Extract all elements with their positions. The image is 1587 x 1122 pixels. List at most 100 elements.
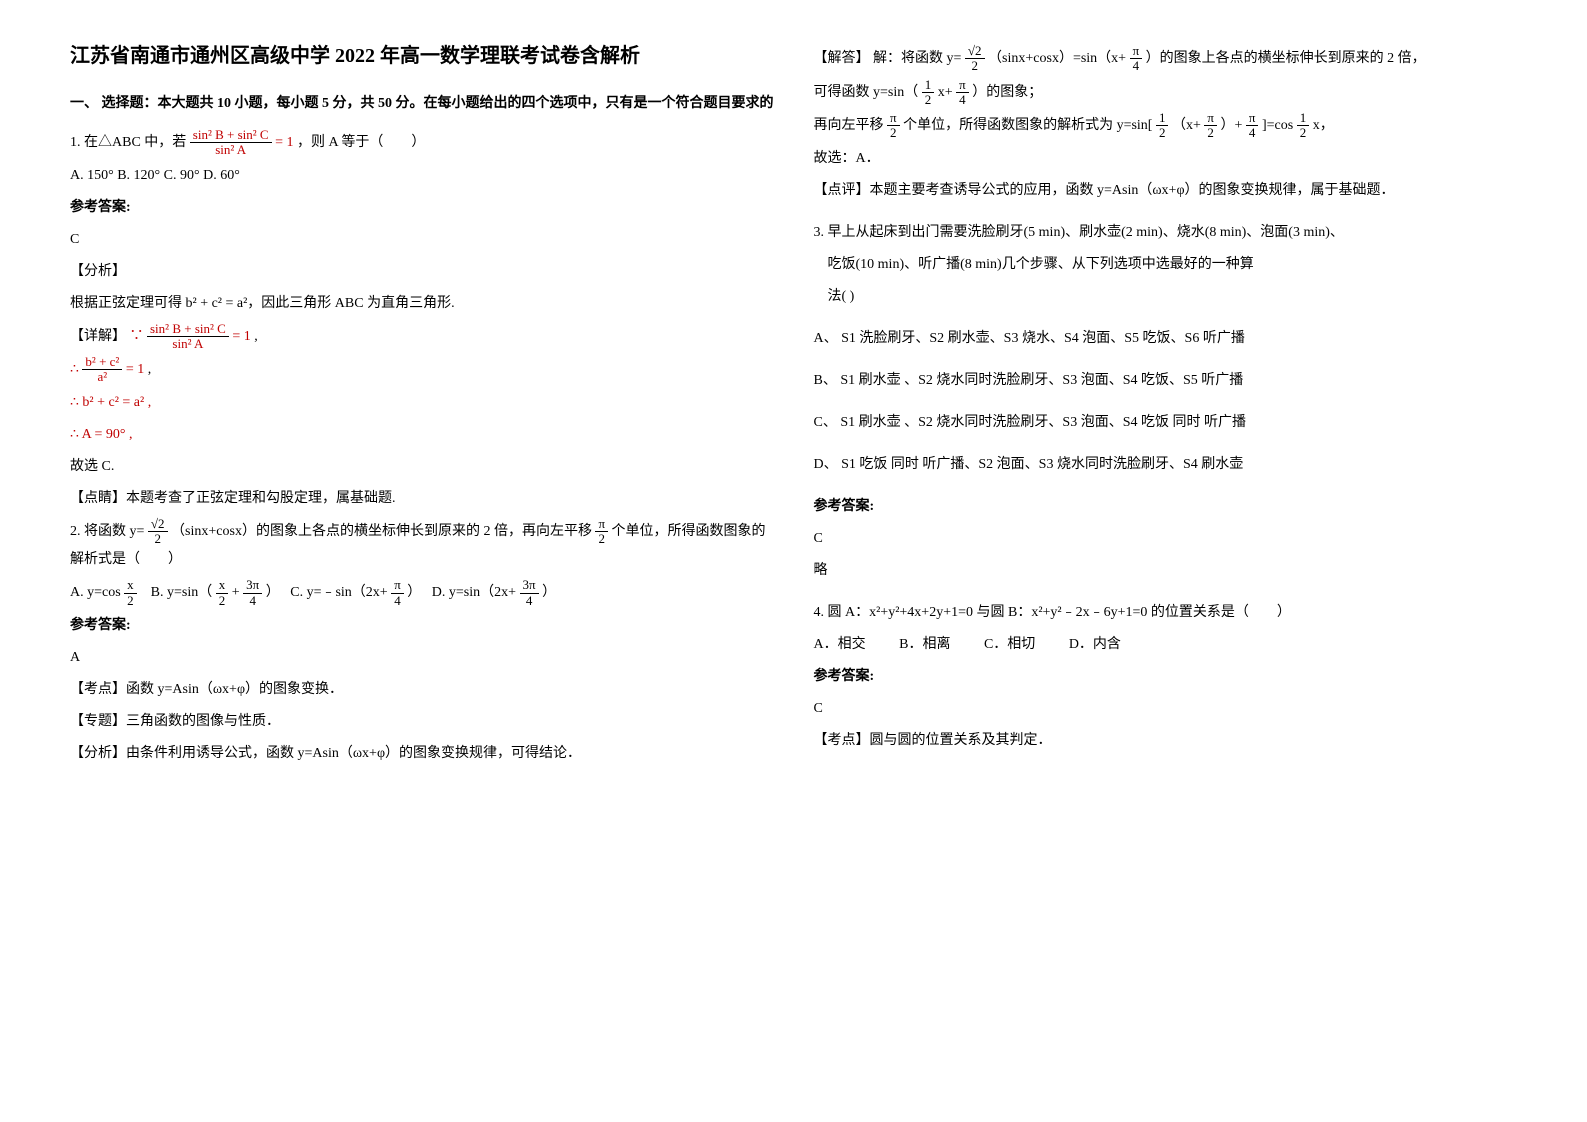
dp-label: 【点评】	[814, 183, 870, 198]
jd-line1: 【解答】 解：将函数 y= √22 （sinx+cosx）=sin（x+ π4 …	[814, 44, 1518, 74]
q2-answer-label: 参考答案:	[70, 612, 774, 640]
q4-a: A．相交	[814, 637, 866, 652]
q2-optD-frac: 3π 4	[520, 578, 539, 608]
q2-optB-d2: 4	[243, 594, 262, 608]
jd-f9n: 1	[1297, 111, 1310, 126]
q2-optC-frac: π 4	[391, 578, 404, 608]
jd-a: 解：将函数 y=	[873, 51, 961, 66]
q1-comment: 【点睛】本题考查了正弦定理和勾股定理，属基础题.	[70, 485, 774, 513]
jd-f4n: π	[956, 78, 969, 93]
q2-f1-num: √2	[148, 517, 168, 532]
section-1-head: 一、 选择题：本大题共 10 小题，每小题 5 分，共 50 分。在每小题给出的…	[70, 90, 774, 118]
q2-options: A. y=cos x 2 B. y=sin（ x 2 + 3π 4 ） C. y…	[70, 578, 774, 608]
q1-formula: sin² B + sin² C sin² A	[190, 128, 272, 158]
q3-omit: 略	[814, 557, 1518, 585]
q1-detail-label: 【详解】	[70, 329, 126, 344]
jd-f4d: 4	[956, 93, 969, 107]
q1-answer: C	[70, 226, 774, 254]
q2-optA-frac: x 2	[124, 578, 137, 608]
q4-kp: 【考点】圆与圆的位置关系及其判定．	[814, 727, 1518, 755]
q1-detail: 【详解】 ∵ sin² B + sin² C sin² A = 1 ,	[70, 322, 774, 352]
jd-e: x+	[938, 85, 953, 100]
q2-zt-label: 【专题】	[70, 714, 126, 729]
q4-c: C．相切	[984, 637, 1035, 652]
q1-detail-f1-num: sin² B + sin² C	[147, 322, 229, 337]
right-column: 【解答】 解：将函数 y= √22 （sinx+cosx）=sin（x+ π4 …	[794, 40, 1538, 1082]
jd-f9: 12	[1297, 111, 1310, 141]
q1-analysis-label: 【分析】	[70, 258, 774, 286]
jd-f1n: √2	[965, 44, 985, 59]
q2-fx-label: 【分析】	[70, 746, 126, 761]
q3-ans-label: 参考答案:	[814, 493, 1518, 521]
q2-optC-num: π	[391, 578, 404, 593]
jd-j: ）+	[1220, 118, 1242, 133]
q3-l1: 3. 早上从起床到出门需要洗脸刷牙(5 min)、刷水壶(2 min)、烧水(8…	[814, 219, 1518, 247]
jd-f3: 12	[922, 78, 935, 108]
q1-line2-rhs: = 1	[126, 362, 144, 377]
q1-stem-suffix: ，则 A 等于（ ）	[297, 135, 425, 150]
q2-optB-d1: 2	[216, 594, 229, 608]
q2-optB-a: B. y=sin（	[151, 585, 213, 600]
q2-stem: 2. 将函数 y= √2 2 （sinx+cosx）的图象上各点的横坐标伸长到原…	[70, 517, 774, 575]
jd-f6d: 2	[1156, 126, 1169, 140]
q1-line2-num: b² + c²	[82, 355, 122, 370]
q2-b: （sinx+cosx）的图象上各点的横坐标伸长到原来的 2 倍，再向左平移	[171, 524, 592, 539]
q2-answer: A	[70, 644, 774, 672]
q1-detail-f1-eq: = 1	[232, 329, 250, 344]
jd-f3n: 1	[922, 78, 935, 93]
q3-b: B、 S1 刷水壶 、S2 烧水同时洗脸刷牙、S3 泡面、S4 吃饭、S5 听广…	[814, 367, 1518, 395]
q4-ans: C	[814, 695, 1518, 723]
q2-f1-den: 2	[148, 532, 168, 546]
jd-f7: π2	[1204, 111, 1217, 141]
jd-f1d: 2	[965, 59, 985, 73]
q1-formula-eq: = 1	[275, 135, 293, 150]
q2-optD-a: D. y=sin（2x+	[432, 585, 516, 600]
q2-optC-a: C. y=﹣sin（2x+	[290, 585, 387, 600]
q3-d: D、 S1 吃饭 同时 听广播、S2 泡面、S3 烧水同时洗脸刷牙、S4 刷水壶	[814, 451, 1518, 479]
q4-kp-label: 【考点】	[814, 733, 870, 748]
q1-comment-text: 本题考查了正弦定理和勾股定理，属基础题.	[126, 491, 396, 506]
jd-c: ）的图象上各点的横坐标伸长到原来的 2 倍，	[1146, 51, 1426, 66]
q2-zt: 【专题】三角函数的图像与性质．	[70, 708, 774, 736]
jd-l: x，	[1313, 118, 1334, 133]
jd-f3d: 2	[922, 93, 935, 107]
q1-analysis: 根据正弦定理可得 b² + c² = a²，因此三角形 ABC 为直角三角形.	[70, 290, 774, 318]
q2-optB-plus: +	[232, 585, 240, 600]
page-title: 江苏省南通市通州区高级中学 2022 年高一数学理联考试卷含解析	[70, 40, 774, 72]
dp: 【点评】本题主要考查诱导公式的应用，函数 y=Asin（ωx+φ）的图象变换规律…	[814, 177, 1518, 205]
jd-f2d: 4	[1130, 59, 1143, 73]
jd-line2: 可得函数 y=sin（ 12 x+ π4 ）的图象；	[814, 78, 1518, 108]
dp-text: 本题主要考查诱导公式的应用，函数 y=Asin（ωx+φ）的图象变换规律，属于基…	[870, 183, 1395, 198]
q1-detail-f1-den: sin² A	[147, 337, 229, 351]
q4-stem: 4. 圆 A：x²+y²+4x+2y+1=0 与圆 B：x²+y²﹣2x﹣6y+…	[814, 599, 1518, 627]
q1-line2-frac: b² + c² a²	[82, 355, 122, 385]
jd-f4: π4	[956, 78, 969, 108]
q2-f2-den: 2	[595, 532, 608, 546]
q2-zt-text: 三角函数的图像与性质．	[126, 714, 280, 729]
jd-d: 可得函数 y=sin（	[814, 85, 919, 100]
q1-formula-num: sin² B + sin² C	[190, 128, 272, 143]
q2-a: 2. 将函数 y=	[70, 524, 144, 539]
q1-formula-den: sin² A	[190, 143, 272, 157]
jd-f7d: 2	[1204, 126, 1217, 140]
q3-a: A、 S1 洗脸刷牙、S2 刷水壶、S3 烧水、S4 泡面、S5 吃饭、S6 听…	[814, 325, 1518, 353]
jd-f8n: π	[1246, 111, 1259, 126]
q3-c: C、 S1 刷水壶 、S2 烧水同时洗脸刷牙、S3 泡面、S4 吃饭 同时 听广…	[814, 409, 1518, 437]
q2-f1: √2 2	[148, 517, 168, 547]
q3-l3: 法( )	[828, 283, 1518, 311]
q3-ans: C	[814, 525, 1518, 553]
q2-fx-text: 由条件利用诱导公式，函数 y=Asin（ωx+φ）的图象变换规律，可得结论．	[126, 746, 581, 761]
q4-kp-text: 圆与圆的位置关系及其判定．	[870, 733, 1052, 748]
q1-answer-label: 参考答案:	[70, 194, 774, 222]
jd-h: 个单位，所得函数图象的解析式为 y=sin[	[903, 118, 1152, 133]
q2-optB-n2: 3π	[243, 578, 262, 593]
jd-f6n: 1	[1156, 111, 1169, 126]
q2-optC-b: ）	[407, 585, 421, 600]
jd-f6: 12	[1156, 111, 1169, 141]
q2-optA-num: x	[124, 578, 137, 593]
jd-f9d: 2	[1297, 126, 1310, 140]
q1-line5: 故选 C.	[70, 453, 774, 481]
jd-f2: π4	[1130, 44, 1143, 74]
q1-comma2: ,	[148, 362, 152, 377]
q2-f2-num: π	[595, 517, 608, 532]
